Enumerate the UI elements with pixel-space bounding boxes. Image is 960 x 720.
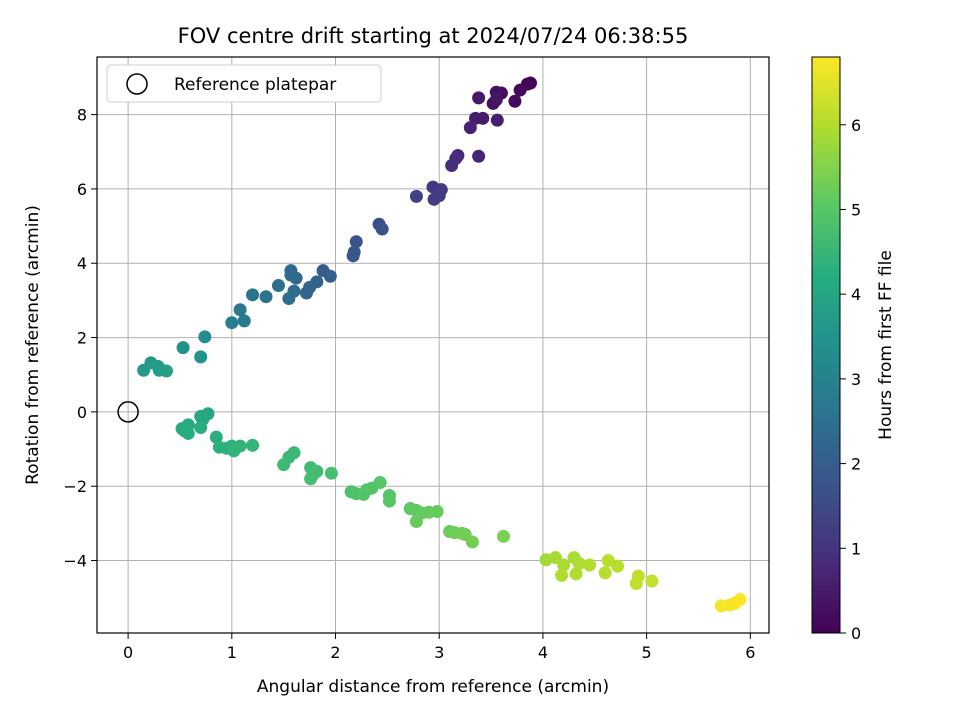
- legend: Reference platepar: [106, 64, 382, 103]
- y-axis-label: Rotation from reference (arcmin): [23, 205, 43, 485]
- colorbar-tick-label: 2: [851, 455, 861, 474]
- scatter-point: [259, 290, 273, 304]
- scatter-point: [555, 568, 569, 582]
- y-tick-label: 8: [77, 106, 87, 125]
- scatter-point: [445, 159, 459, 173]
- y-tick-label: 2: [77, 329, 87, 348]
- scatter-point: [349, 235, 363, 249]
- x-tick-label: 3: [434, 643, 444, 662]
- scatter-point: [233, 439, 247, 453]
- scatter-point: [198, 330, 212, 344]
- y-tick-label: −4: [63, 552, 87, 571]
- data-points: [137, 76, 747, 613]
- scatter-point: [463, 121, 477, 135]
- scatter-point: [490, 113, 504, 127]
- colorbar-tick-label: 0: [851, 624, 861, 643]
- scatter-point: [465, 535, 479, 549]
- scatter-point: [497, 529, 511, 543]
- scatter-point: [246, 288, 260, 302]
- scatter-point: [277, 458, 291, 472]
- colorbar-tick-label: 5: [851, 200, 861, 219]
- scatter-point: [601, 554, 615, 568]
- scatter-point: [557, 558, 571, 572]
- x-axis-ticks: 0 1 2 3 4 5 6: [123, 633, 755, 662]
- scatter-point: [513, 83, 527, 97]
- legend-box: [106, 64, 382, 103]
- scatter-point: [569, 567, 583, 581]
- scatter-point: [611, 559, 625, 573]
- plot-frame: [96, 56, 770, 634]
- scatter-point: [430, 504, 444, 518]
- scatter-point: [409, 189, 423, 203]
- scatter-point: [324, 466, 338, 480]
- scatter-point: [733, 593, 747, 607]
- scatter-point: [159, 364, 173, 378]
- scatter-point: [271, 279, 285, 293]
- scatter-point: [237, 314, 251, 328]
- scatter-point: [282, 292, 296, 306]
- scatter-point: [346, 249, 360, 263]
- scatter-point: [629, 577, 643, 591]
- scatter-point: [427, 192, 441, 206]
- y-axis-ticks: −4 −2 0 2 4 6 8: [63, 106, 97, 571]
- scatter-point: [323, 269, 337, 283]
- scatter-point: [382, 494, 396, 508]
- x-tick-label: 4: [538, 643, 548, 662]
- legend-marker-icon: [126, 73, 148, 95]
- x-axis-label: Angular distance from reference (arcmin): [257, 677, 609, 697]
- y-tick-label: 4: [77, 254, 87, 273]
- scatter-point: [304, 472, 318, 486]
- colorbar-label: Hours from first FF file: [876, 250, 896, 440]
- y-tick-label: 0: [77, 403, 87, 422]
- scatter-point: [176, 341, 190, 355]
- scatter-point: [137, 363, 151, 377]
- reference-platepar-marker: [117, 401, 139, 423]
- y-tick-label: −2: [63, 477, 87, 496]
- scatter-point: [225, 316, 239, 330]
- colorbar-gradient: [811, 56, 841, 634]
- x-tick-label: 5: [642, 643, 652, 662]
- chart-title: FOV centre drift starting at 2024/07/24 …: [178, 24, 689, 48]
- colorbar: 0 1 2 3 4 5 6 Hours from first FF file: [811, 56, 896, 643]
- x-tick-label: 2: [330, 643, 340, 662]
- x-tick-label: 0: [123, 643, 133, 662]
- scatter-point: [409, 515, 423, 529]
- colorbar-tick-label: 1: [851, 539, 861, 558]
- scatter-point: [299, 286, 313, 300]
- plot-area: [96, 56, 770, 634]
- scatter-point: [194, 350, 208, 364]
- colorbar-tick-label: 6: [851, 116, 861, 135]
- scatter-point: [572, 557, 586, 571]
- scatter-point: [209, 430, 223, 444]
- colorbar-ticks: 0 1 2 3 4 5 6: [840, 116, 861, 643]
- scatter-point: [373, 475, 387, 489]
- scatter-point: [233, 303, 247, 317]
- x-tick-label: 6: [745, 643, 755, 662]
- scatter-point: [548, 551, 562, 565]
- scatter-point: [246, 438, 260, 452]
- scatter-point: [583, 558, 597, 572]
- scatter-point: [645, 574, 659, 588]
- scatter-point: [472, 149, 486, 163]
- colorbar-tick-label: 4: [851, 285, 861, 304]
- scatter-point: [194, 420, 208, 434]
- scatter-point: [508, 94, 522, 108]
- legend-label: Reference platepar: [174, 75, 336, 95]
- scatter-point: [181, 426, 195, 440]
- y-tick-label: 6: [77, 180, 87, 199]
- colorbar-tick-label: 3: [851, 370, 861, 389]
- scatter-point: [598, 566, 612, 580]
- plot-background: [97, 57, 769, 633]
- scatter-point: [375, 222, 389, 236]
- scatter-point: [472, 91, 486, 105]
- scatter-point: [284, 268, 298, 282]
- scatter-point: [489, 93, 503, 107]
- x-tick-label: 1: [227, 643, 237, 662]
